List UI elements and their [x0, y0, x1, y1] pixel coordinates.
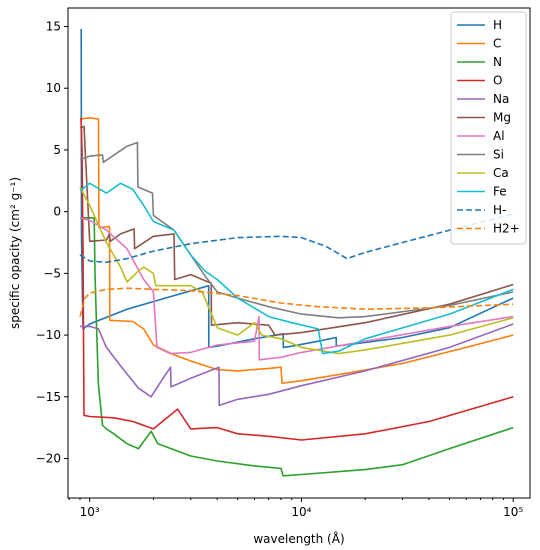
x-tick-label: 10⁴	[291, 505, 311, 519]
x-tick-label: 10³	[80, 505, 100, 519]
legend-entry-label: Mg	[493, 111, 511, 125]
x-axis-label: wavelength (Å)	[253, 531, 344, 546]
legend-entry-label: H2+	[493, 222, 520, 236]
legend-entry-label: Al	[493, 129, 505, 143]
y-tick-label: −5	[43, 266, 61, 280]
x-axis: 10³ 10⁴ 10⁵	[68, 498, 523, 519]
legend-frame	[450, 11, 527, 245]
y-axis: 15 10 5 0 −5 −10 −15 −20	[36, 20, 68, 466]
series-line-h2-plus	[79, 287, 514, 317]
legend-entry-label: C	[493, 37, 501, 51]
y-tick-label: 15	[46, 20, 61, 34]
y-tick-label: −15	[36, 390, 61, 404]
legend-entry-label: N	[493, 55, 502, 69]
y-tick-label: 10	[46, 81, 61, 95]
y-tick-label: −10	[36, 328, 61, 342]
y-tick-label: 0	[53, 205, 61, 219]
series-line-al	[79, 217, 514, 361]
y-tick-label: 5	[53, 143, 61, 157]
legend-entry-label: Si	[493, 148, 504, 162]
y-tick-label: −20	[36, 452, 61, 466]
legend-entry-label: H	[493, 18, 502, 32]
legend-entry-label: O	[493, 74, 502, 88]
series-line-h	[80, 28, 514, 349]
series-line-fe	[79, 182, 514, 355]
x-tick-label: 10⁵	[503, 505, 523, 519]
series-line-n	[80, 217, 514, 477]
series-line-h-minus	[79, 213, 514, 264]
legend-entry-label: H-	[493, 203, 506, 217]
series-line-c	[79, 117, 514, 384]
axes-frame	[67, 7, 531, 499]
plot-area	[79, 28, 514, 477]
legend-entry-label: Ca	[493, 166, 509, 180]
y-axis-label: specific opacity (cm² g⁻¹)	[8, 177, 22, 329]
legend-entry-label: Fe	[493, 185, 507, 199]
series-line-o	[80, 117, 514, 441]
legend-entry-label: Na	[493, 92, 509, 106]
series-line-na	[80, 323, 514, 407]
series-line-mg	[79, 125, 514, 336]
